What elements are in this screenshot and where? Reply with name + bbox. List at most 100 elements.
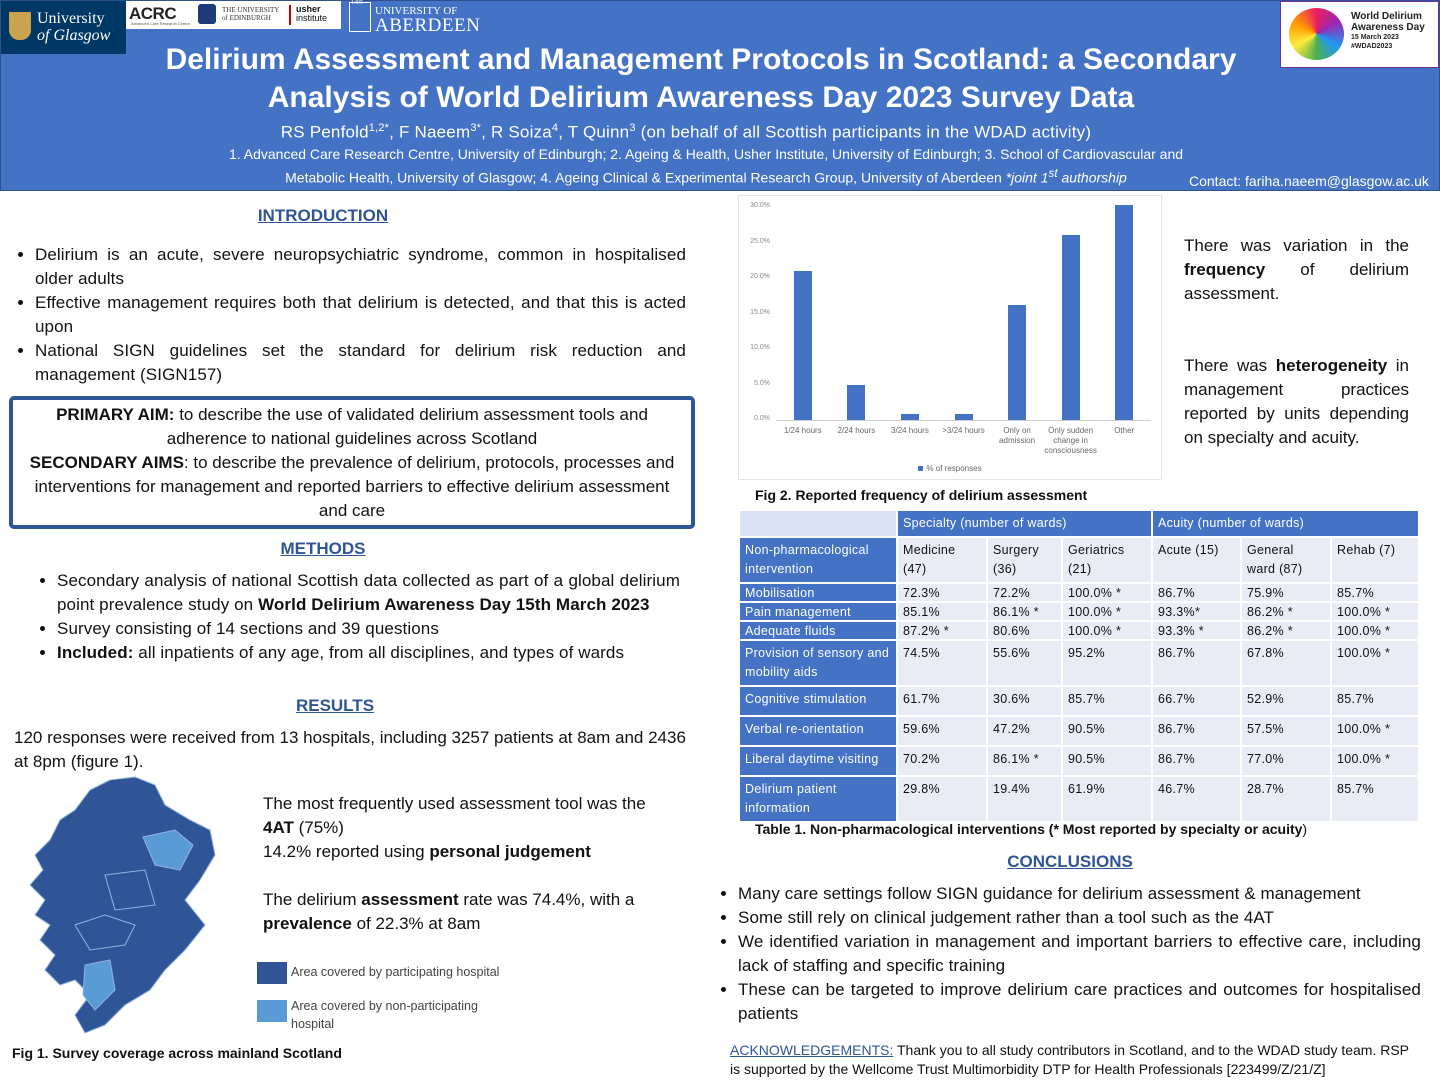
x-tick-label: 2/24 hours bbox=[837, 426, 876, 435]
bullet-list: Many care settings follow SIGN guidance … bbox=[718, 882, 1421, 1026]
text-run: (75%) bbox=[293, 818, 344, 837]
y-tick-label: 30.0% bbox=[750, 202, 770, 209]
table-cell: 19.4% bbox=[988, 777, 1061, 821]
text-run: Survey consisting of 14 sections and 39 … bbox=[57, 619, 439, 638]
table-row: Pain management 85.1% 86.1% * 100.0% * 93.3%… bbox=[740, 603, 1418, 620]
text-run: ) bbox=[1302, 821, 1308, 837]
author-affil: 1,2* bbox=[368, 122, 390, 134]
bar bbox=[900, 414, 919, 420]
table-cell: 90.5% bbox=[1063, 747, 1151, 775]
table-cell: 61.7% bbox=[898, 687, 986, 715]
badge-text: World Delirium Awareness Day 15 March 20… bbox=[1351, 11, 1425, 51]
contact: Contact: fariha.naeem@glasgow.ac.uk bbox=[1189, 173, 1429, 189]
legend-swatch bbox=[257, 962, 287, 984]
text-run: to describe the use of validated deliriu… bbox=[166, 405, 648, 448]
bullet: Survey consisting of 14 sections and 39 … bbox=[57, 617, 680, 641]
usher-wordmark: usher institute bbox=[296, 5, 327, 23]
table-cell: 57.5% bbox=[1242, 717, 1330, 745]
title-line: Delirium Assessment and Management Proto… bbox=[165, 43, 1237, 76]
badge-tag: #WDAD2023 bbox=[1351, 43, 1393, 50]
text-run: National SIGN guidelines set the standar… bbox=[35, 341, 686, 384]
table-cell: 61.9% bbox=[1063, 777, 1151, 821]
column-header: Medicine (47) bbox=[898, 538, 986, 582]
bar bbox=[1008, 304, 1027, 420]
table-cell: 72.2% bbox=[988, 584, 1061, 601]
logo-text: of Glasgow bbox=[37, 27, 111, 44]
x-tick-label: >3/24 hours bbox=[942, 426, 985, 435]
table-cell: 75.9% bbox=[1242, 584, 1330, 601]
text-run: in management practices reported by unit… bbox=[1184, 356, 1409, 447]
table-row: Delirium patient information 29.8% 19.4% 61… bbox=[740, 777, 1418, 821]
table-cell: 86.2% * bbox=[1242, 603, 1330, 620]
table-cell: Mobilisation bbox=[740, 584, 896, 601]
text-run: Some still rely on clinical judgement ra… bbox=[738, 908, 1275, 927]
table-wrap: Specialty (number of wards) Acuity (numbe… bbox=[738, 509, 1420, 823]
table-cell: 67.8% bbox=[1242, 641, 1330, 685]
edinburgh-crest bbox=[198, 4, 216, 24]
bar bbox=[954, 414, 973, 420]
header-band: University of Glasgow ACRC Advanced Care… bbox=[0, 0, 1440, 191]
table-cell: 85.7% bbox=[1332, 584, 1418, 601]
table-cell: 55.6% bbox=[988, 641, 1061, 685]
table-cell: 85.1% bbox=[898, 603, 986, 620]
bullet: Included: all inpatients of any age, fro… bbox=[57, 641, 680, 665]
text-run: Secondary analysis of national Scottish … bbox=[57, 571, 680, 614]
text-run: Many care settings follow SIGN guidance … bbox=[738, 884, 1361, 903]
table-cell: 90.5% bbox=[1063, 717, 1151, 745]
author-name: , R Soiza bbox=[481, 122, 552, 142]
bullet: National SIGN guidelines set the standar… bbox=[35, 339, 686, 387]
text-run: PRIMARY AIM: bbox=[56, 405, 175, 424]
table-cell: Pain management bbox=[740, 603, 896, 620]
table-cell: 29.8% bbox=[898, 777, 986, 821]
table-cell: 28.7% bbox=[1242, 777, 1330, 821]
secondary-aims: SECONDARY AIMS: to describe the prevalen… bbox=[13, 451, 691, 523]
bullet: Many care settings follow SIGN guidance … bbox=[738, 882, 1421, 906]
x-axis-line bbox=[776, 420, 1151, 421]
table-cell: 77.0% bbox=[1242, 747, 1330, 775]
text-run: We identified variation in management an… bbox=[738, 932, 1421, 975]
table-cell: 46.7% bbox=[1153, 777, 1240, 821]
column-header: Rehab (7) bbox=[1332, 538, 1418, 582]
text-run: : to describe the prevalence of delirium… bbox=[34, 453, 675, 520]
table-cell: 80.6% bbox=[988, 622, 1061, 639]
badge-graphic bbox=[1289, 8, 1344, 60]
table-cell: 70.2% bbox=[898, 747, 986, 775]
logo-text: 1495 bbox=[351, 0, 363, 6]
author-name: , T Quinn bbox=[558, 122, 630, 142]
aberdeen-crest bbox=[349, 2, 371, 32]
bullet-list: Secondary analysis of national Scottish … bbox=[37, 569, 680, 665]
logo-text: of EDINBURGH bbox=[222, 14, 271, 22]
table-cell: 66.7% bbox=[1153, 687, 1240, 715]
table-cell: 85.7% bbox=[1332, 687, 1418, 715]
table: Specialty (number of wards) Acuity (numbe… bbox=[738, 509, 1420, 823]
bullet: Effective management requires both that … bbox=[35, 291, 686, 339]
intro-list: Delirium is an acute, severe neuropsychi… bbox=[15, 243, 686, 387]
glasgow-logo: University of Glasgow bbox=[1, 1, 126, 54]
wdad-badge: World Delirium Awareness Day 15 March 20… bbox=[1280, 1, 1439, 68]
text-run: of delirium assessment. bbox=[1184, 260, 1409, 303]
bar-chart: 0.0% 5.0% 10.0% 15.0% 20.0% 25.0% 30.0% 1/24 ho… bbox=[738, 195, 1162, 480]
map-boundary bbox=[104, 869, 156, 911]
text-run: 4AT bbox=[263, 818, 294, 837]
bar bbox=[847, 384, 866, 420]
table-cell: 100.0% * bbox=[1063, 622, 1151, 639]
section-heading: INTRODUCTION bbox=[257, 206, 389, 225]
map-region-participating bbox=[29, 776, 216, 1034]
table-row: Liberal daytime visiting 70.2% 86.1% * 90.5… bbox=[740, 747, 1418, 775]
table-cell: Liberal daytime visiting bbox=[740, 747, 896, 775]
table-cell: 86.1% * bbox=[988, 747, 1061, 775]
finding: The most frequently used assessment tool… bbox=[263, 792, 673, 840]
affiliations: 1. Advanced Care Research Centre, Univer… bbox=[216, 145, 1196, 188]
badge-title: Awareness Day bbox=[1351, 22, 1425, 33]
text-run: These can be targeted to improve deliriu… bbox=[738, 980, 1421, 1023]
y-tick-label: 5.0% bbox=[754, 379, 770, 387]
legend-label: Area covered by non-participating hospit… bbox=[291, 999, 478, 1031]
table-cell: 52.9% bbox=[1242, 687, 1330, 715]
bullet: These can be targeted to improve deliriu… bbox=[738, 978, 1421, 1026]
primary-aim: PRIMARY AIM: to describe the use of vali… bbox=[13, 400, 691, 451]
table-cell: 100.0% * bbox=[1332, 603, 1418, 620]
column-header: Non-pharmacological intervention bbox=[740, 538, 896, 582]
map-region-non-participating bbox=[82, 959, 116, 1011]
text-run: World Delirium Awareness Day 15th March … bbox=[258, 595, 650, 614]
text-run: 1. Advanced Care Research Centre, Univer… bbox=[228, 146, 1184, 186]
